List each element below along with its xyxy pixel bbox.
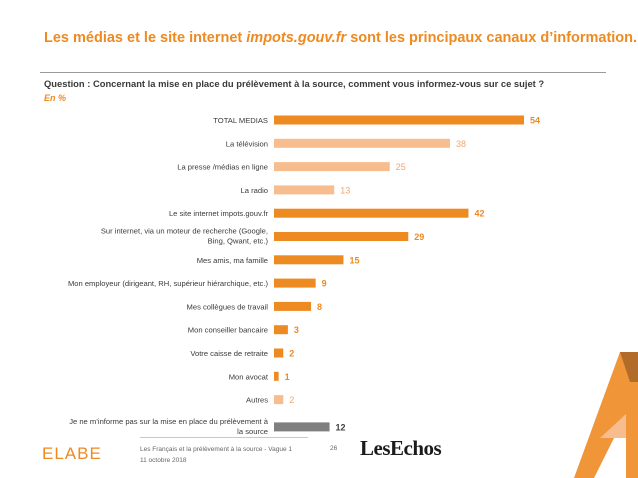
value-label: 42	[474, 209, 484, 219]
value-label: 1	[285, 372, 290, 382]
category-label: Mes amis, ma famille	[197, 256, 268, 265]
category-label: La presse /médias en ligne	[177, 163, 268, 172]
value-label: 2	[289, 395, 294, 405]
bar	[274, 162, 390, 171]
bar	[274, 325, 288, 334]
value-label: 12	[336, 422, 346, 432]
category-label: Le site internet impots.gouv.fr	[169, 209, 269, 218]
bar	[274, 209, 468, 218]
category-label: Mon conseiller bancaire	[188, 326, 268, 335]
bar	[274, 422, 330, 431]
bar	[274, 349, 283, 358]
category-label: La télévision	[226, 139, 268, 148]
survey-name: Les Français et la prélèvement à la sour…	[140, 444, 292, 455]
value-label: 29	[414, 232, 424, 242]
category-label: Autres	[246, 396, 268, 405]
value-label: 2	[289, 349, 294, 359]
bar	[274, 139, 450, 148]
decorative-a-shape	[560, 352, 638, 478]
category-label: La radio	[241, 186, 268, 195]
category-label: Votre caisse de retraite	[190, 349, 268, 358]
page-number: 26	[330, 445, 337, 452]
bar	[274, 116, 524, 125]
value-label: 13	[340, 185, 350, 195]
category-label: Mon avocat	[229, 372, 269, 381]
bar	[274, 185, 334, 194]
category-label: TOTAL MEDIAS	[213, 116, 268, 125]
category-label: Mes collègues de travail	[187, 302, 269, 311]
category-label: Mon employeur (dirigeant, RH, supérieur …	[68, 279, 269, 288]
category-label: Je ne m’informe pas sur la mise en place…	[69, 417, 269, 436]
value-label: 54	[530, 116, 540, 126]
footer-divider	[140, 437, 308, 438]
elabe-logo: ELABE	[42, 444, 102, 464]
value-label: 15	[349, 255, 359, 265]
bar	[274, 302, 311, 311]
bar	[274, 232, 408, 241]
value-label: 38	[456, 139, 466, 149]
bar	[274, 255, 343, 264]
value-label: 8	[317, 302, 322, 312]
value-label: 3	[294, 325, 299, 335]
category-label: Sur internet, via un moteur de recherche…	[101, 227, 269, 246]
bar	[274, 279, 316, 288]
bar	[274, 372, 279, 381]
value-label: 25	[396, 162, 406, 172]
value-label: 9	[322, 279, 327, 289]
footer-source: Les Français et la prélèvement à la sour…	[140, 444, 292, 466]
les-echos-logo: LesEchos	[360, 436, 441, 461]
survey-date: 11 octobre 2018	[140, 455, 292, 466]
bar	[274, 395, 283, 404]
